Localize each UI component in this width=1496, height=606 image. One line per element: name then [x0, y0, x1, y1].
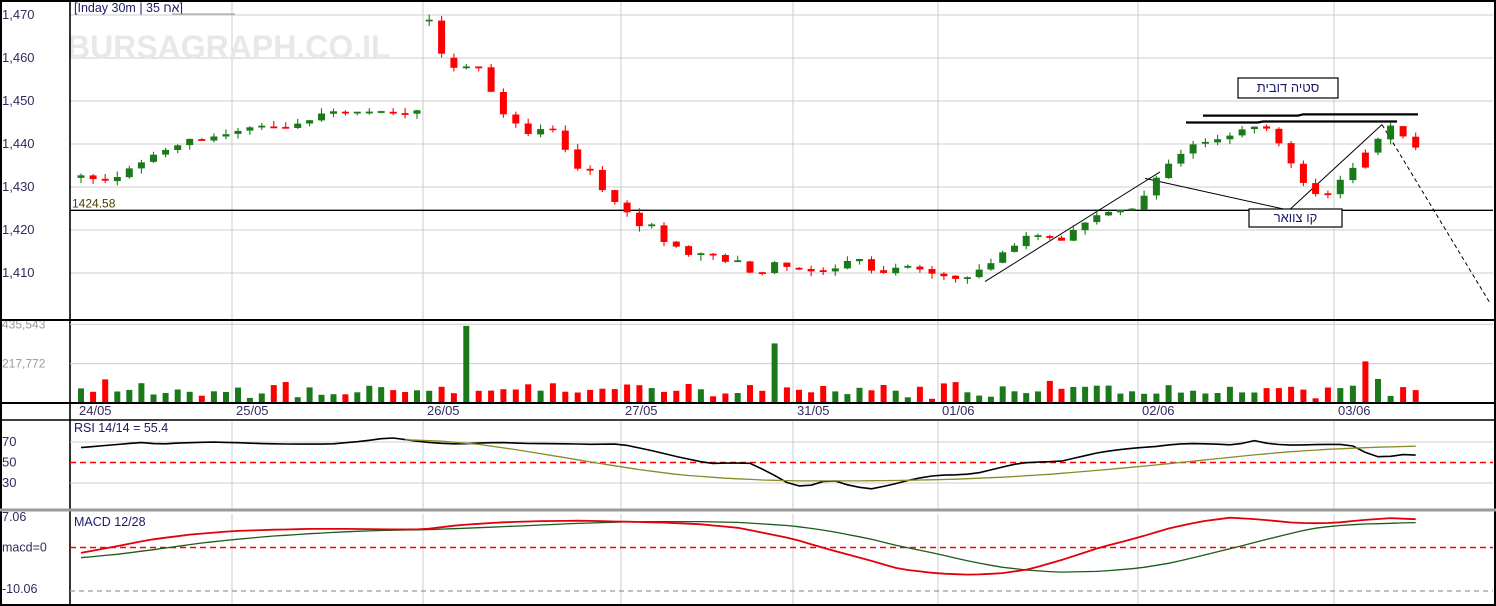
- svg-text:1,420: 1,420: [2, 222, 35, 237]
- svg-text:-10.06: -10.06: [2, 582, 37, 596]
- svg-text:1424.58: 1424.58: [72, 196, 116, 210]
- svg-text:1,470: 1,470: [2, 7, 35, 22]
- svg-text:7.06: 7.06: [2, 510, 26, 524]
- svg-text:[Inday 30m | 35 אח]: [Inday 30m | 35 אח]: [74, 1, 183, 15]
- svg-text:50: 50: [2, 455, 16, 470]
- svg-text:1,450: 1,450: [2, 93, 35, 108]
- svg-text:70: 70: [2, 434, 16, 449]
- svg-text:1,440: 1,440: [2, 136, 35, 151]
- svg-text:03/06: 03/06: [1338, 403, 1371, 418]
- svg-text:BURSAGRAPH.CO.IL: BURSAGRAPH.CO.IL: [67, 29, 391, 65]
- svg-text:1,430: 1,430: [2, 179, 35, 194]
- svg-text:1,460: 1,460: [2, 50, 35, 65]
- svg-text:RSI 14/14 = 55.4: RSI 14/14 = 55.4: [74, 421, 168, 435]
- svg-text:25/05: 25/05: [236, 403, 269, 418]
- svg-text:27/05: 27/05: [625, 403, 658, 418]
- svg-text:02/06: 02/06: [1142, 403, 1175, 418]
- svg-text:1,410: 1,410: [2, 265, 35, 280]
- svg-text:MACD 12/28: MACD 12/28: [74, 515, 146, 529]
- svg-text:217,772: 217,772: [2, 357, 46, 371]
- svg-text:macd=0: macd=0: [2, 541, 47, 555]
- svg-text:31/05: 31/05: [797, 403, 830, 418]
- svg-text:01/06: 01/06: [942, 403, 975, 418]
- svg-text:סטיה דובית: סטיה דובית: [1257, 80, 1319, 95]
- svg-text:24/05: 24/05: [79, 403, 112, 418]
- svg-text:30: 30: [2, 475, 16, 490]
- svg-text:26/05: 26/05: [427, 403, 460, 418]
- svg-text:קו צוואר: קו צוואר: [1274, 210, 1318, 225]
